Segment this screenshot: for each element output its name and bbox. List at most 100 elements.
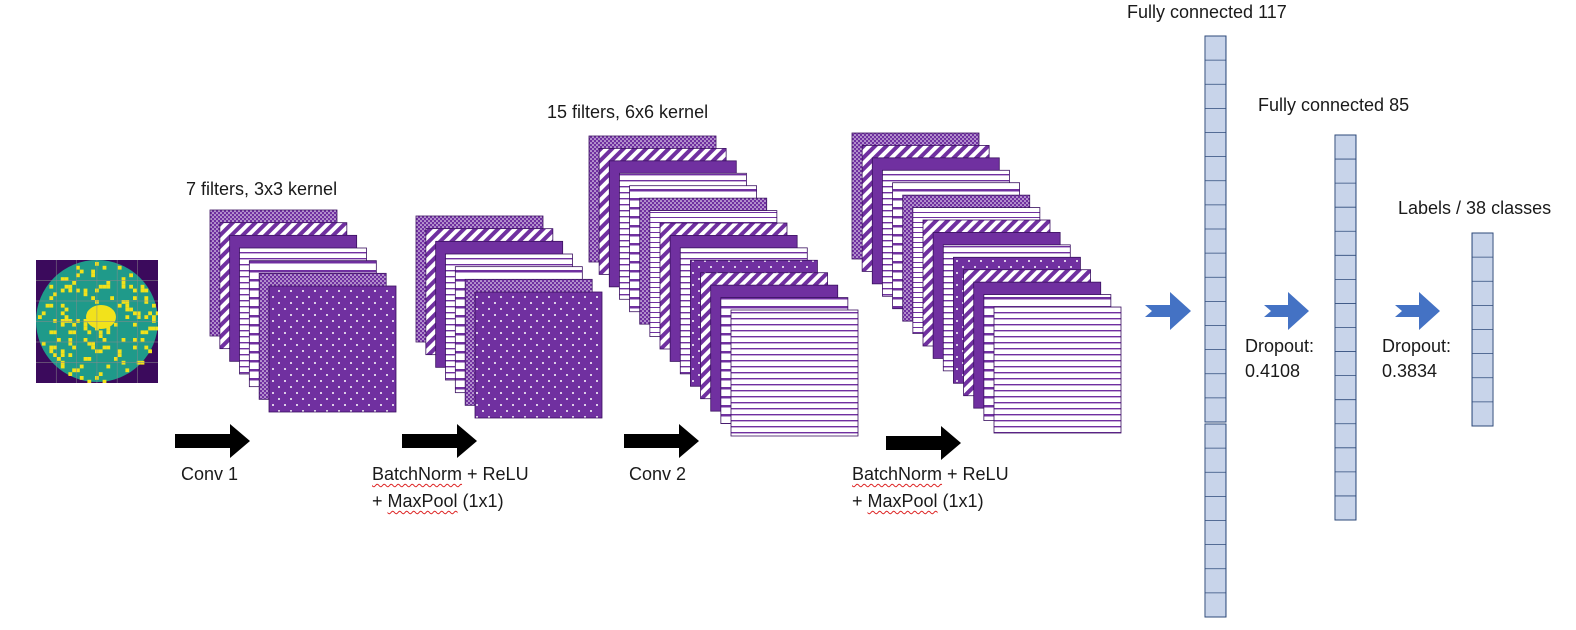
wafer-defect <box>68 372 73 376</box>
wafer-defect <box>133 322 137 327</box>
wafer-defect <box>76 265 80 270</box>
wafer-defect <box>121 281 126 285</box>
block1-ops-line1: BatchNorm + ReLU <box>372 463 529 485</box>
wafer-defect <box>60 349 65 354</box>
wafer-defect <box>98 330 103 335</box>
wafer-defect <box>60 277 65 281</box>
wafer-defect <box>148 349 152 354</box>
wafer-defect <box>148 326 152 331</box>
block2-pool-size: (1x1) <box>937 491 984 511</box>
wafer-defect <box>68 353 73 357</box>
wafer-defect <box>106 330 111 335</box>
wafer-defect <box>53 292 57 297</box>
wafer-defect <box>68 288 73 293</box>
wafer-defect <box>144 296 149 300</box>
block1-arrow <box>402 424 477 458</box>
wafer-defect <box>121 300 126 304</box>
wafer-defect <box>60 322 65 327</box>
conv1-label: Conv 1 <box>181 464 239 484</box>
wafer-defect <box>117 303 122 308</box>
wafer-defect <box>110 296 114 300</box>
wafer-defect <box>79 269 84 274</box>
wafer-defect <box>76 273 80 278</box>
wafer-defect <box>68 330 73 335</box>
dropout1-value: 0.4108 <box>1245 361 1301 381</box>
wafer-defect <box>79 364 84 369</box>
wafer-defect <box>98 349 103 354</box>
wafer-defect <box>133 296 137 300</box>
block2-plus: + <box>852 491 868 511</box>
wafer-defect <box>106 345 111 350</box>
wafer-defect <box>49 284 54 289</box>
wafer-defect <box>83 326 88 331</box>
wafer-defect <box>64 319 69 323</box>
wafer-defect <box>64 315 69 319</box>
wafer-defect <box>102 338 107 342</box>
conv1-filter-7 <box>268 285 397 413</box>
wafer-defect <box>102 379 107 383</box>
wafer-defect <box>76 288 80 293</box>
wafer-defect <box>91 273 95 278</box>
wafer-defect <box>41 341 46 346</box>
block1-batchnorm: BatchNorm <box>372 464 463 484</box>
wafer-defect <box>68 338 73 342</box>
wafer-defect <box>106 326 111 331</box>
wafer-defect <box>136 311 141 316</box>
wafer-defect <box>121 338 126 342</box>
wafer-defect <box>152 326 156 331</box>
dropout2-arrow <box>1395 292 1440 330</box>
wafer-defect <box>140 330 145 335</box>
wafer-defect <box>144 288 149 293</box>
wafer-defect <box>79 376 84 380</box>
wafer-defect <box>114 322 118 327</box>
wafer-defect <box>125 303 130 308</box>
wafer-defect <box>68 284 73 289</box>
block1-maxpool: MaxPool <box>387 491 458 511</box>
wafer-defect <box>83 338 88 342</box>
wafer-defect <box>102 345 107 350</box>
wafer-defect <box>155 326 158 331</box>
wafer-defect <box>91 296 95 300</box>
block2-filter-15 <box>993 306 1122 434</box>
wafer-defect <box>114 357 118 361</box>
wafer-defect <box>49 349 54 354</box>
conv1-feature-maps <box>209 209 397 413</box>
wafer-defect <box>98 334 103 338</box>
wafer-defect <box>64 277 69 281</box>
wafer-defect <box>83 288 88 293</box>
wafer-defect <box>140 284 145 289</box>
wafer-defect <box>72 281 76 285</box>
wafer-defect <box>117 353 122 357</box>
wafer-defect <box>49 303 54 308</box>
wafer-defect <box>144 315 149 319</box>
block2-ops-line2: + MaxPool (1x1) <box>852 490 984 512</box>
wafer-defect <box>60 364 65 369</box>
block2-feature-maps <box>851 132 1122 434</box>
wafer-defect <box>76 319 80 323</box>
wafer-defect <box>38 315 42 319</box>
wafer-defect <box>98 372 103 376</box>
output-neurons <box>1471 232 1494 427</box>
wafer-defect <box>57 357 61 361</box>
wafer-defect <box>133 338 137 342</box>
conv1-title: 7 filters, 3x3 kernel <box>186 179 338 199</box>
block2-batchnorm: BatchNorm <box>852 464 943 484</box>
wafer-defect <box>152 303 156 308</box>
wafer-defect <box>144 345 149 350</box>
wafer-defect <box>144 330 149 335</box>
wafer-defect <box>72 330 76 335</box>
dropout1-label: Dropout: <box>1245 336 1315 356</box>
wafer-defect <box>57 338 61 342</box>
wafer-defect <box>91 345 95 350</box>
wafer-defect <box>155 311 158 316</box>
block1-pool-size: (1x1) <box>457 491 504 511</box>
wafer-defect <box>72 322 76 327</box>
wafer-defect <box>49 330 54 335</box>
wafer-defect <box>98 284 103 289</box>
wafer-defect <box>83 319 88 323</box>
conv2-arrow <box>624 424 699 458</box>
wafer-defect <box>140 288 145 293</box>
wafer-defect <box>45 303 50 308</box>
